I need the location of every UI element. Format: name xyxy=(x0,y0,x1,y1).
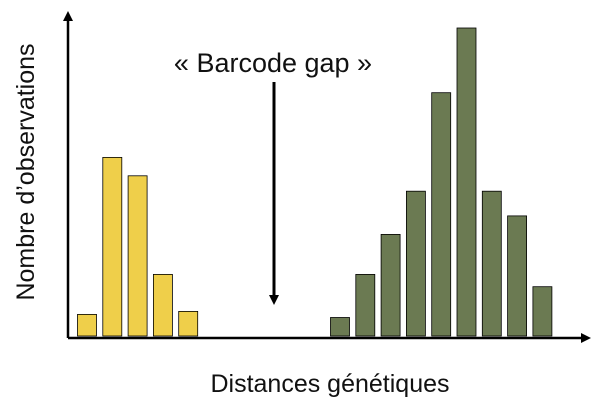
bar-series-2-7 xyxy=(481,190,502,337)
y-axis-label: Nombre d’observations xyxy=(12,43,40,300)
bars-layer xyxy=(77,27,553,337)
bar-series-2-5 xyxy=(431,92,452,337)
bar-series-2-2 xyxy=(355,273,376,337)
bar-series-2-8 xyxy=(507,215,528,337)
bar-series-2-4 xyxy=(405,190,426,337)
x-axis-label: Distances génétiques xyxy=(210,370,449,398)
barcode-gap-label: « Barcode gap » xyxy=(174,48,372,78)
bar-series-2-1 xyxy=(330,317,350,337)
bar-series-2-9 xyxy=(532,286,553,337)
bar-series-1-5 xyxy=(178,310,199,337)
bar-series-1-3 xyxy=(127,175,148,337)
bar-series-2-3 xyxy=(380,233,401,337)
bar-series-1-4 xyxy=(152,273,173,337)
bar-series-2-6 xyxy=(456,27,477,337)
bar-series-1-2 xyxy=(102,156,123,337)
bar-series-1-1 xyxy=(77,313,97,337)
